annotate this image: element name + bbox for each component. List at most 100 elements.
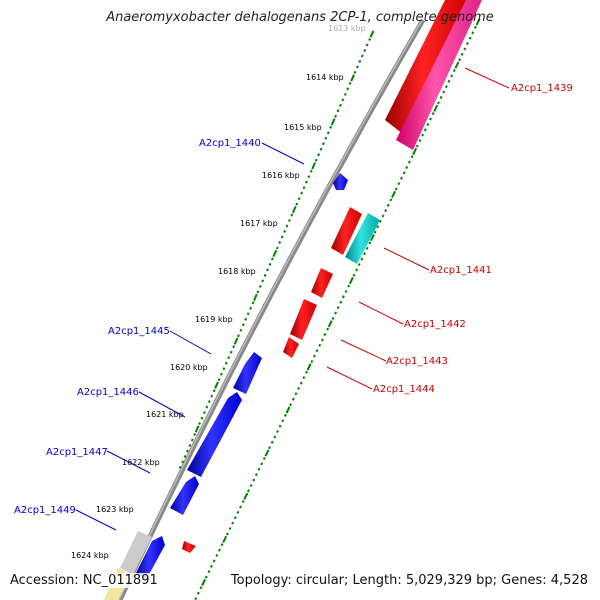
gene-label[interactable]: A2cp1_1446: [77, 387, 139, 398]
scale-dot: [437, 101, 440, 105]
scale-dot: [355, 268, 359, 272]
gene-label[interactable]: A2cp1_1442: [404, 319, 466, 330]
scale-tick-dash: [264, 449, 270, 457]
scale-dot: [407, 160, 411, 164]
scale-dot: [324, 136, 328, 140]
scale-dot: [317, 153, 321, 157]
gene-label[interactable]: A2cp1_1444: [373, 384, 435, 395]
scale-tick-dash: [285, 406, 291, 414]
tick-label: 1624 kbp: [71, 551, 109, 560]
scale-dot: [285, 224, 289, 228]
gene-label[interactable]: A2cp1_1449: [14, 505, 76, 516]
scale-dot: [329, 125, 333, 129]
scale-dot: [200, 416, 204, 420]
scale-dot: [261, 279, 265, 283]
gene-a2cp1-1444[interactable]: [283, 337, 299, 358]
scale-tick-dash: [330, 118, 336, 126]
scale-dot: [229, 350, 233, 354]
scale-dot: [373, 230, 377, 234]
scale-dot: [353, 70, 357, 74]
scale-dot: [236, 510, 240, 514]
scale-dot: [410, 155, 414, 159]
scale-dot: [233, 516, 237, 520]
scale-dot: [247, 489, 250, 493]
gene-label[interactable]: A2cp1_1441: [430, 265, 492, 276]
scale-dot: [339, 300, 343, 304]
scale-dot: [423, 128, 427, 132]
scale-dot: [343, 92, 347, 96]
gene-a2cp1-1442[interactable]: [311, 268, 333, 298]
gene-label[interactable]: A2cp1_1445: [108, 326, 170, 337]
scale-dot: [254, 473, 258, 477]
scale-tick-dash: [369, 30, 375, 38]
gene-a2cp1-1449[interactable]: [104, 531, 165, 600]
scale-dot: [244, 317, 248, 321]
scale-tick-dash: [272, 249, 278, 258]
scale-dot: [220, 543, 224, 547]
accession-text: Accession: NC_011891: [8, 573, 160, 588]
gene-red-small-1624[interactable]: [182, 541, 196, 553]
scale-tick-dash: [370, 233, 375, 242]
scale-dot: [260, 462, 264, 466]
scale-dot: [198, 421, 202, 426]
scale-dot: [291, 397, 295, 401]
scale-dot: [360, 257, 364, 261]
gene-label[interactable]: A2cp1_1443: [386, 356, 448, 367]
gene-features: [104, 0, 482, 600]
scale-dot: [196, 591, 200, 595]
gene-a2cp1-1446[interactable]: [187, 392, 242, 477]
scale-dot: [363, 48, 367, 53]
scale-dot: [283, 413, 287, 417]
tick-label: 1620 kbp: [170, 363, 208, 372]
scale-dot: [444, 85, 448, 89]
tick-label: 1623 kbp: [96, 505, 134, 514]
scale-dot: [378, 219, 382, 223]
scale-dot: [346, 87, 350, 91]
scale-tick-dash: [201, 578, 207, 587]
scale-dot: [439, 95, 443, 99]
scale-dot: [471, 31, 475, 35]
scale-tick-dash: [253, 293, 258, 302]
scale-dotted-line-outer: [194, 18, 481, 600]
scale-dot: [321, 142, 325, 146]
scale-dot: [257, 467, 261, 471]
tick-label: 1615 kbp: [284, 123, 322, 132]
gene-label[interactable]: A2cp1_1447: [46, 447, 108, 458]
gene-label[interactable]: A2cp1_1439: [511, 83, 573, 94]
scale-dot: [355, 65, 359, 69]
scale-dot: [228, 527, 232, 531]
scale-dot: [183, 454, 187, 459]
gene-a2cp1-1447[interactable]: [170, 476, 199, 515]
gene-labels-right: A2cp1_1439 A2cp1_1441 A2cp1_1442 A2cp1_1…: [373, 83, 573, 395]
gene-label[interactable]: A2cp1_1440: [199, 138, 261, 149]
genome-backbone: [117, 18, 426, 600]
scale-dot: [289, 403, 293, 407]
gene-a2cp1-1441[interactable]: [331, 207, 380, 264]
scale-dot: [204, 575, 208, 579]
scale-dot: [336, 306, 340, 310]
scale-dot: [304, 180, 308, 184]
scale-dot: [463, 47, 467, 51]
scale-dot: [466, 42, 469, 46]
genome-title: Anaeromyxobacter dehalogenans 2CP-1, com…: [106, 10, 494, 25]
scale-dot: [341, 98, 345, 102]
gene-a2cp1-1445[interactable]: [233, 352, 262, 394]
scale-dot: [249, 306, 253, 310]
scale-tick-dash: [222, 535, 228, 543]
scale-dot: [405, 165, 409, 170]
gene-a2cp1-1443[interactable]: [290, 299, 317, 340]
scale-dot: [386, 203, 390, 207]
gene-a2cp1-1439[interactable]: [385, 0, 482, 150]
scale-dot: [212, 559, 216, 563]
scale-dot: [363, 252, 366, 256]
scale-dot: [358, 59, 362, 63]
scale-dot: [431, 112, 435, 116]
scale-dot: [210, 394, 214, 398]
scale-dot: [376, 225, 380, 229]
scale-dot: [273, 435, 277, 439]
scale-dot: [278, 240, 282, 245]
label-leaders: [75, 67, 510, 531]
scale-tick-dash: [475, 18, 481, 26]
topology-info: Topology: circular; Length: 5,029,329 bp…: [228, 573, 590, 588]
gene-a2cp1-1440[interactable]: [333, 173, 348, 190]
